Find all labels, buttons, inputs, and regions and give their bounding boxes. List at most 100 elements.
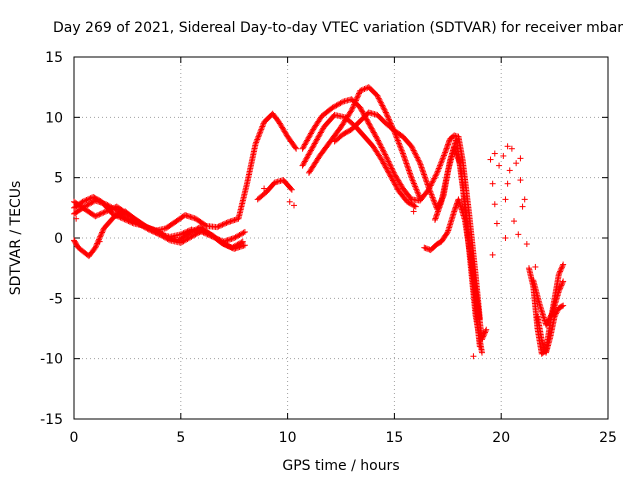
data-point <box>338 99 345 106</box>
data-point <box>434 169 441 176</box>
data-point <box>545 317 552 324</box>
data-point <box>419 167 426 174</box>
data-point <box>382 152 389 159</box>
data-point <box>532 263 539 270</box>
data-point <box>215 223 222 230</box>
data-point <box>560 278 567 285</box>
data-point <box>399 149 406 156</box>
data-points <box>71 84 567 360</box>
data-point <box>491 201 498 208</box>
data-point <box>504 180 511 187</box>
y-tick-label: -5 <box>49 291 63 307</box>
data-point <box>431 174 438 181</box>
data-point <box>414 155 421 162</box>
data-point <box>116 210 123 217</box>
data-point <box>96 211 103 218</box>
data-point <box>405 167 412 174</box>
data-point <box>389 176 396 183</box>
data-point <box>382 109 389 116</box>
data-point <box>506 167 513 174</box>
data-point <box>401 154 408 161</box>
data-point <box>253 139 260 146</box>
data-point <box>434 168 441 175</box>
data-point <box>429 194 436 201</box>
data-point <box>388 165 395 172</box>
data-point <box>384 168 391 175</box>
data-point <box>374 92 381 99</box>
data-point <box>378 156 385 163</box>
x-axis-label: GPS time / hours <box>282 458 399 474</box>
data-point <box>436 164 443 171</box>
data-point <box>556 269 563 276</box>
data-point <box>406 168 413 175</box>
data-point <box>219 221 226 228</box>
axis-ticks: 0 5 10 15 20 25 -15 -10 -5 0 5 10 15 <box>40 50 617 446</box>
data-point <box>417 160 424 167</box>
data-point <box>414 154 421 161</box>
data-point <box>286 198 293 205</box>
data-point <box>84 196 91 203</box>
data-point <box>394 137 401 144</box>
data-point <box>548 311 555 318</box>
data-point <box>559 262 566 269</box>
data-point <box>427 188 434 195</box>
data-point <box>367 122 374 129</box>
data-point <box>555 288 562 295</box>
data-point <box>389 177 396 184</box>
data-point <box>369 126 376 133</box>
data-point <box>395 138 402 145</box>
data-point <box>547 313 554 320</box>
data-point <box>403 160 410 167</box>
data-point <box>400 153 407 160</box>
data-point <box>216 222 223 229</box>
data-point <box>101 209 108 216</box>
data-point <box>103 208 110 215</box>
data-point <box>163 234 170 241</box>
data-point <box>105 207 112 214</box>
data-point <box>259 123 266 130</box>
data-point <box>391 180 398 187</box>
data-point <box>382 108 389 115</box>
data-point <box>415 190 422 197</box>
data-point <box>371 130 378 137</box>
data-point <box>496 162 503 169</box>
data-point <box>241 228 248 235</box>
data-point <box>394 185 401 192</box>
data-point <box>347 108 354 115</box>
data-point <box>403 161 410 168</box>
data-point <box>431 175 438 182</box>
data-point <box>420 168 427 175</box>
data-point <box>418 163 425 170</box>
data-point <box>489 251 496 258</box>
data-point <box>553 310 560 317</box>
data-point <box>352 98 359 105</box>
data-point <box>254 135 261 142</box>
data-point <box>470 353 477 360</box>
data-point <box>365 120 372 127</box>
data-point <box>413 153 420 160</box>
y-tick-label: -15 <box>40 412 63 428</box>
data-point <box>92 244 99 251</box>
data-point <box>556 286 563 293</box>
data-point <box>382 164 389 171</box>
data-point <box>357 87 364 94</box>
data-point <box>480 332 487 339</box>
data-point <box>365 119 372 126</box>
data-point <box>202 222 209 229</box>
data-point <box>558 265 565 272</box>
data-point <box>109 205 116 212</box>
data-point <box>553 309 560 316</box>
data-point <box>95 212 102 219</box>
data-point <box>548 312 555 319</box>
x-tick-label: 10 <box>279 430 297 446</box>
data-point <box>483 326 490 333</box>
data-point <box>366 121 373 128</box>
data-point <box>404 164 411 171</box>
data-point <box>351 100 358 107</box>
data-point <box>430 195 437 202</box>
y-tick-label: 5 <box>54 171 63 187</box>
data-point <box>377 98 384 105</box>
data-point <box>80 198 87 205</box>
data-point <box>400 151 407 158</box>
data-point <box>417 195 424 202</box>
